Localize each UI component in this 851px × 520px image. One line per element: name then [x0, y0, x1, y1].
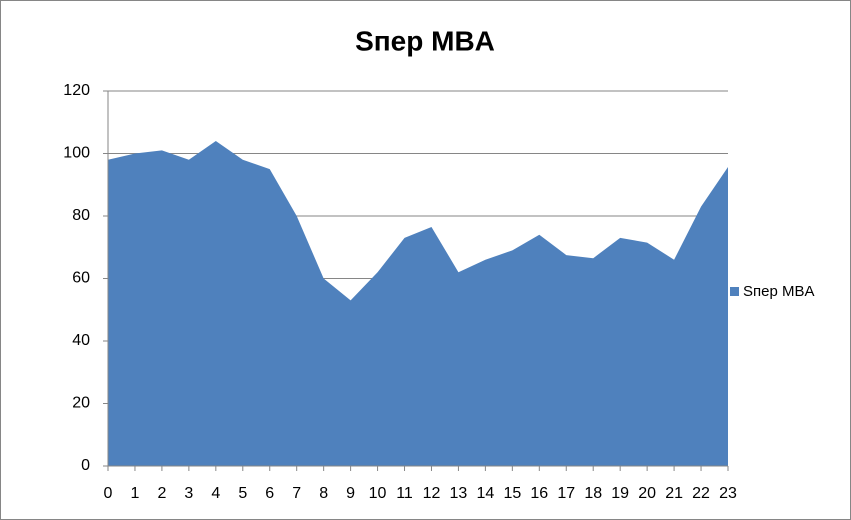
x-tick-label: 1 [131, 485, 140, 502]
x-tick-label: 7 [292, 485, 301, 502]
x-tick-label: 15 [503, 485, 521, 502]
x-tick-label: 19 [611, 485, 629, 502]
y-tick-label: 40 [72, 332, 90, 349]
x-tick-label: 14 [476, 485, 494, 502]
x-tick-label: 9 [346, 485, 355, 502]
x-tick-label: 16 [530, 485, 548, 502]
x-tick-label: 11 [396, 485, 413, 502]
y-tick-label: 60 [72, 270, 90, 287]
x-tick-label: 4 [211, 485, 220, 502]
x-tick-label: 22 [692, 485, 710, 502]
x-tick-label: 18 [584, 485, 602, 502]
y-tick-label: 20 [72, 395, 90, 412]
legend-swatch [730, 287, 739, 296]
chart-title: Sпер MBA [355, 25, 495, 56]
x-tick-label: 17 [557, 485, 575, 502]
y-tick-label: 100 [63, 145, 90, 162]
x-tick-label: 6 [265, 485, 274, 502]
x-tick-label: 3 [184, 485, 193, 502]
y-tick-label: 80 [72, 207, 90, 224]
x-tick-label: 8 [319, 485, 328, 502]
x-tick-label: 12 [423, 485, 441, 502]
legend-label: Sпер MBA [743, 283, 814, 300]
y-tick-label: 120 [63, 82, 90, 99]
x-tick-label: 5 [238, 485, 247, 502]
x-tick-label: 20 [638, 485, 656, 502]
x-tick-label: 2 [157, 485, 166, 502]
area [108, 141, 728, 466]
y-tick-label: 0 [81, 457, 90, 474]
x-tick-label: 0 [104, 485, 113, 502]
x-tick-label: 13 [450, 485, 468, 502]
x-tick-label: 23 [719, 485, 737, 502]
x-tick-label: 21 [665, 485, 683, 502]
x-tick-label: 10 [369, 485, 387, 502]
